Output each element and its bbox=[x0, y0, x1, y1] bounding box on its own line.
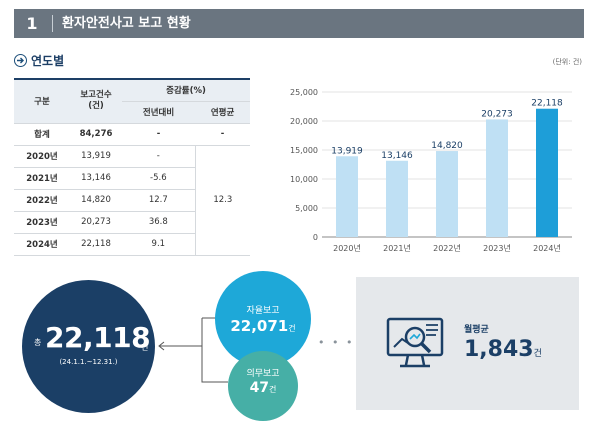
bar-value-label: 14,820 bbox=[431, 141, 463, 151]
monthly-average-value: 1,843건 bbox=[464, 337, 542, 362]
table-row: 2023년 20,273 36.8 bbox=[14, 211, 250, 234]
bar-2022년 bbox=[436, 151, 458, 237]
bar-value-label: 22,118 bbox=[531, 99, 563, 109]
x-tick-label: 2022년 bbox=[433, 243, 461, 253]
y-tick-label: 20,000 bbox=[290, 117, 318, 126]
bar-2021년 bbox=[386, 160, 408, 237]
subsection-label: 연도별 bbox=[31, 53, 65, 68]
bar-value-label: 13,146 bbox=[381, 151, 413, 161]
section-header: 1 환자안전사고 보고 현황 bbox=[14, 9, 584, 38]
total-reports-circle: 총 22,118 건 (24.1.1.~12.31.) bbox=[22, 280, 155, 413]
header-category: 구분 bbox=[14, 79, 70, 124]
x-tick-label: 2021년 bbox=[383, 243, 411, 253]
mandatory-label: 의무보고 bbox=[246, 369, 280, 379]
table-row-total: 합계 84,276 - - bbox=[14, 123, 250, 146]
y-tick-label: 5,000 bbox=[295, 204, 318, 213]
header-divider bbox=[52, 15, 53, 32]
bar-value-label: 20,273 bbox=[481, 109, 513, 119]
header-avg: 연평균 bbox=[195, 101, 250, 124]
table-row: 2020년 13,919 - 12.3 bbox=[14, 145, 250, 256]
y-tick-label: 10,000 bbox=[290, 175, 318, 184]
voluntary-value: 22,071건 bbox=[230, 317, 296, 335]
header-count: 보고건수 (건) bbox=[70, 79, 122, 124]
subsection-title: 연도별 bbox=[14, 51, 64, 69]
y-tick-label: 25,000 bbox=[290, 88, 318, 97]
yearly-report-table: 구분 보고건수 (건) 증감률(%) 전년대비 연평균 합계 84,276 - -… bbox=[14, 78, 250, 256]
arrow-circle-icon bbox=[14, 53, 27, 67]
voluntary-label: 자율보고 bbox=[246, 306, 280, 316]
total-value: 22,118 bbox=[45, 321, 151, 354]
bar-2023년 bbox=[486, 119, 508, 237]
y-tick-label: 15,000 bbox=[290, 146, 318, 155]
total-prefix: 총 bbox=[34, 338, 42, 347]
total-suffix: 건 bbox=[141, 343, 149, 352]
mandatory-reports-circle: 의무보고 47건 bbox=[228, 351, 298, 421]
x-tick-label: 2023년 bbox=[483, 243, 511, 253]
table-row: 2021년 13,146 -5.6 bbox=[14, 167, 250, 190]
table-row: 2024년 22,118 9.1 bbox=[14, 233, 250, 256]
monthly-average-box: 월평균 1,843건 bbox=[356, 277, 579, 410]
monthly-average-label: 월평균 bbox=[464, 325, 489, 335]
unit-label: (단위: 건) bbox=[552, 58, 582, 66]
y-tick-label: 0 bbox=[313, 233, 318, 242]
table-row: 2022년 14,820 12.7 bbox=[14, 189, 250, 212]
header-yoy: 전년대비 bbox=[122, 101, 196, 124]
yearly-bar-chart: 0 5,000 10,000 15,000 20,000 25,000 13,919 2020… bbox=[290, 88, 572, 253]
mandatory-value: 47건 bbox=[249, 380, 277, 396]
total-period: (24.1.1.~12.31.) bbox=[59, 358, 118, 366]
x-tick-label: 2020년 bbox=[333, 243, 361, 253]
x-tick-label: 2024년 bbox=[533, 243, 561, 253]
bar-2024년 bbox=[536, 108, 558, 237]
section-number: 1 bbox=[26, 14, 38, 33]
section-title: 환자안전사고 보고 현황 bbox=[62, 16, 191, 31]
bar-2020년 bbox=[336, 156, 358, 237]
analytics-monitor-icon bbox=[386, 317, 444, 368]
bar-value-label: 13,919 bbox=[331, 146, 363, 156]
ellipsis-dots: • • • bbox=[318, 336, 355, 349]
avg-rate-cell: 12.3 bbox=[194, 145, 250, 256]
header-growth: 증감률(%) bbox=[122, 79, 250, 102]
